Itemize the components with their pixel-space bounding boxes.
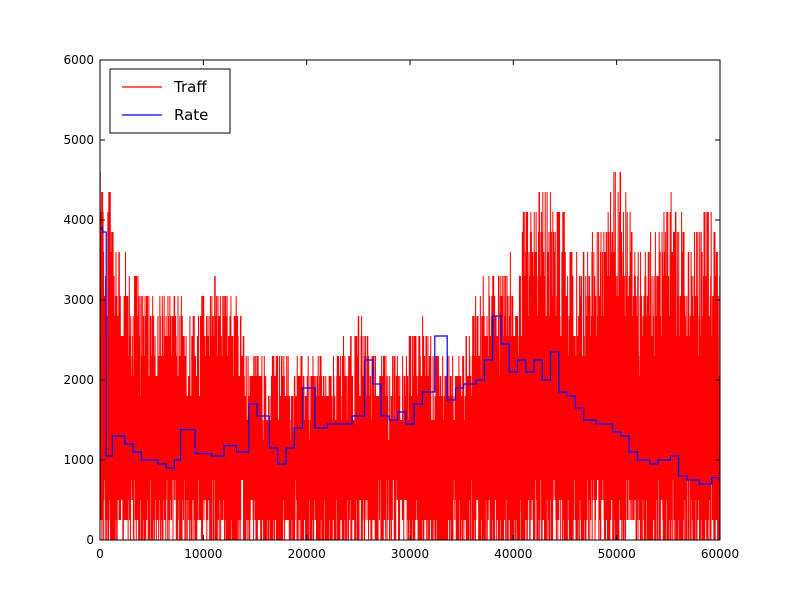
plot-area [100,171,720,540]
y-tick-label: 1000 [63,453,94,467]
plot-layer [100,171,720,540]
x-tick-label: 30000 [391,547,429,561]
y-tick-label: 6000 [63,53,94,67]
x-tick-label: 50000 [598,547,636,561]
legend: Traff Rate [109,68,231,134]
y-tick-label: 4000 [63,213,94,227]
x-tick-label: 40000 [494,547,532,561]
y-tick-label: 5000 [63,133,94,147]
x-tick-label: 0 [96,547,104,561]
axes-layer: 0 10000 20000 30000 40000 50000 60000 0 1000 2000… [63,53,739,561]
legend-label-traff: Traff [173,78,207,96]
series-traff-line [100,171,720,540]
x-tick-label: 60000 [701,547,739,561]
y-tick-label: 2000 [63,373,94,387]
y-tick-label: 3000 [63,293,94,307]
series-rate-line [100,227,720,485]
x-tick-label: 20000 [288,547,326,561]
x-tick-label: 10000 [184,547,222,561]
legend-box [109,68,231,134]
y-tick-label: 0 [86,533,94,547]
legend-label-rate: Rate [174,106,208,124]
